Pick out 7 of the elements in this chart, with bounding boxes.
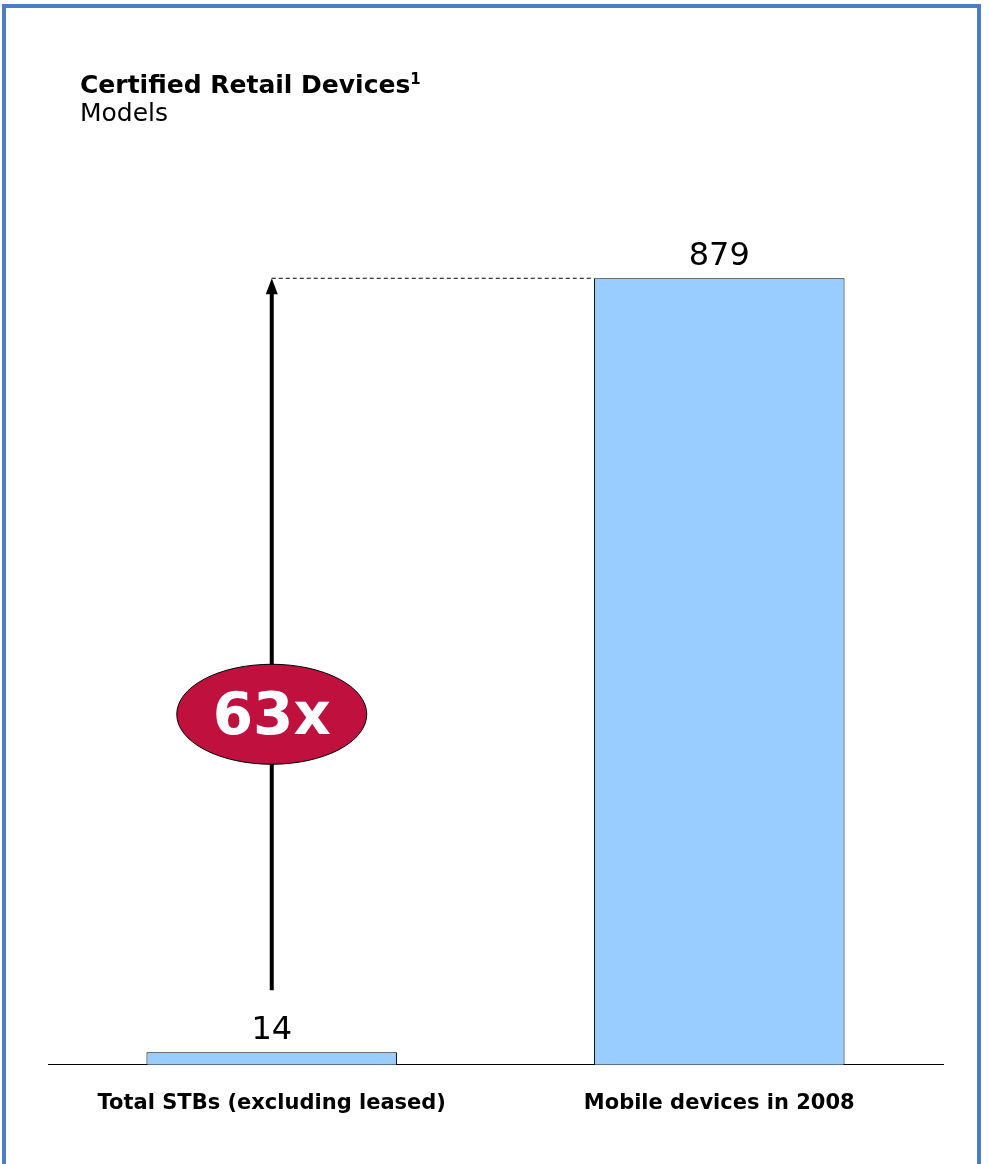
annotation: 63x	[212, 680, 331, 749]
chart-subtitle: Models	[80, 98, 169, 127]
data-label: 879	[688, 234, 750, 273]
x-tick-label: Mobile devices in 2008	[583, 1089, 855, 1114]
data-label: 14	[251, 1008, 293, 1047]
chart-title: Certified Retail Devices$^{1}$	[80, 70, 421, 100]
x-tick-label: Total STBs (excluding leased)	[97, 1089, 446, 1114]
